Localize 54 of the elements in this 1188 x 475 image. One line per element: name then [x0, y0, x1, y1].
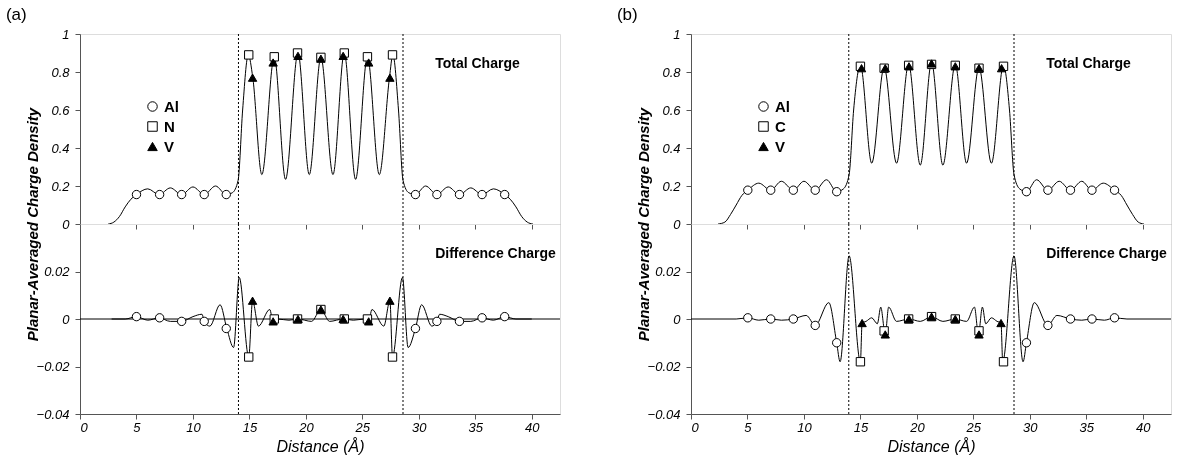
x-tick-label: 15	[853, 419, 869, 435]
x-axis-title: Distance (Å)	[276, 436, 365, 455]
y-tick-label: 0.8	[662, 64, 682, 80]
legend-label: N	[164, 117, 175, 135]
y-tick-label: 0	[62, 311, 71, 327]
y-tick-label: 0.6	[662, 102, 682, 118]
x-tick-label: 10	[186, 419, 202, 435]
chart-title: (b)	[616, 5, 638, 24]
y-tick-label: 0.02	[655, 264, 682, 279]
x-tick-label: 35	[1079, 419, 1095, 435]
x-tick-label: 5	[744, 419, 753, 435]
y-axis-title: Planar-Averaged Charge Density	[24, 107, 42, 342]
y-tick-label: 0.02	[44, 264, 71, 279]
x-tick-label: 35	[468, 419, 484, 435]
x-tick-label: 0	[691, 419, 700, 435]
y-tick-label: 0	[673, 311, 682, 327]
x-tick-label: 40	[525, 419, 541, 435]
x-tick-label: 15	[242, 419, 258, 435]
y-tick-label: −0.04	[647, 406, 681, 422]
x-tick-label: 20	[909, 419, 926, 435]
y-tick-label: −0.02	[36, 359, 71, 374]
x-tick-label: 20	[298, 419, 315, 435]
legend-label: C	[775, 117, 786, 135]
y-tick-label: 0.2	[662, 178, 682, 194]
legend-label: V	[775, 137, 786, 155]
x-tick-label: 40	[1136, 419, 1152, 435]
y-tick-label: 0.8	[51, 64, 71, 80]
legend-label: Al	[775, 97, 790, 115]
annotation: Difference Charge	[435, 245, 557, 261]
annotation: Difference Charge	[1046, 245, 1168, 261]
x-tick-label: 25	[965, 419, 982, 435]
legend-label: V	[164, 137, 175, 155]
y-tick-label: 0	[673, 216, 682, 232]
x-tick-label: 30	[412, 419, 428, 435]
y-tick-label: 0.4	[662, 140, 681, 156]
annotation: Total Charge	[435, 55, 520, 71]
annotation: Total Charge	[1046, 55, 1131, 71]
y-tick-label: 0	[62, 216, 71, 232]
x-tick-label: 30	[1023, 419, 1039, 435]
x-tick-label: 0	[80, 419, 89, 435]
x-axis-title: Distance (Å)	[887, 436, 976, 455]
legend-label: Al	[164, 97, 179, 115]
y-tick-label: 0.4	[51, 140, 70, 156]
y-axis-title: Planar-Averaged Charge Density	[635, 107, 653, 342]
x-tick-label: 25	[354, 419, 371, 435]
x-tick-label: 5	[133, 419, 142, 435]
y-tick-label: −0.04	[36, 406, 70, 422]
chart-title: (a)	[5, 5, 27, 24]
x-tick-label: 10	[797, 419, 813, 435]
y-tick-label: 1	[62, 26, 70, 42]
y-tick-label: 1	[673, 26, 681, 42]
y-tick-label: 0.6	[51, 102, 71, 118]
y-tick-label: −0.02	[647, 359, 682, 374]
y-tick-label: 0.2	[51, 178, 71, 194]
